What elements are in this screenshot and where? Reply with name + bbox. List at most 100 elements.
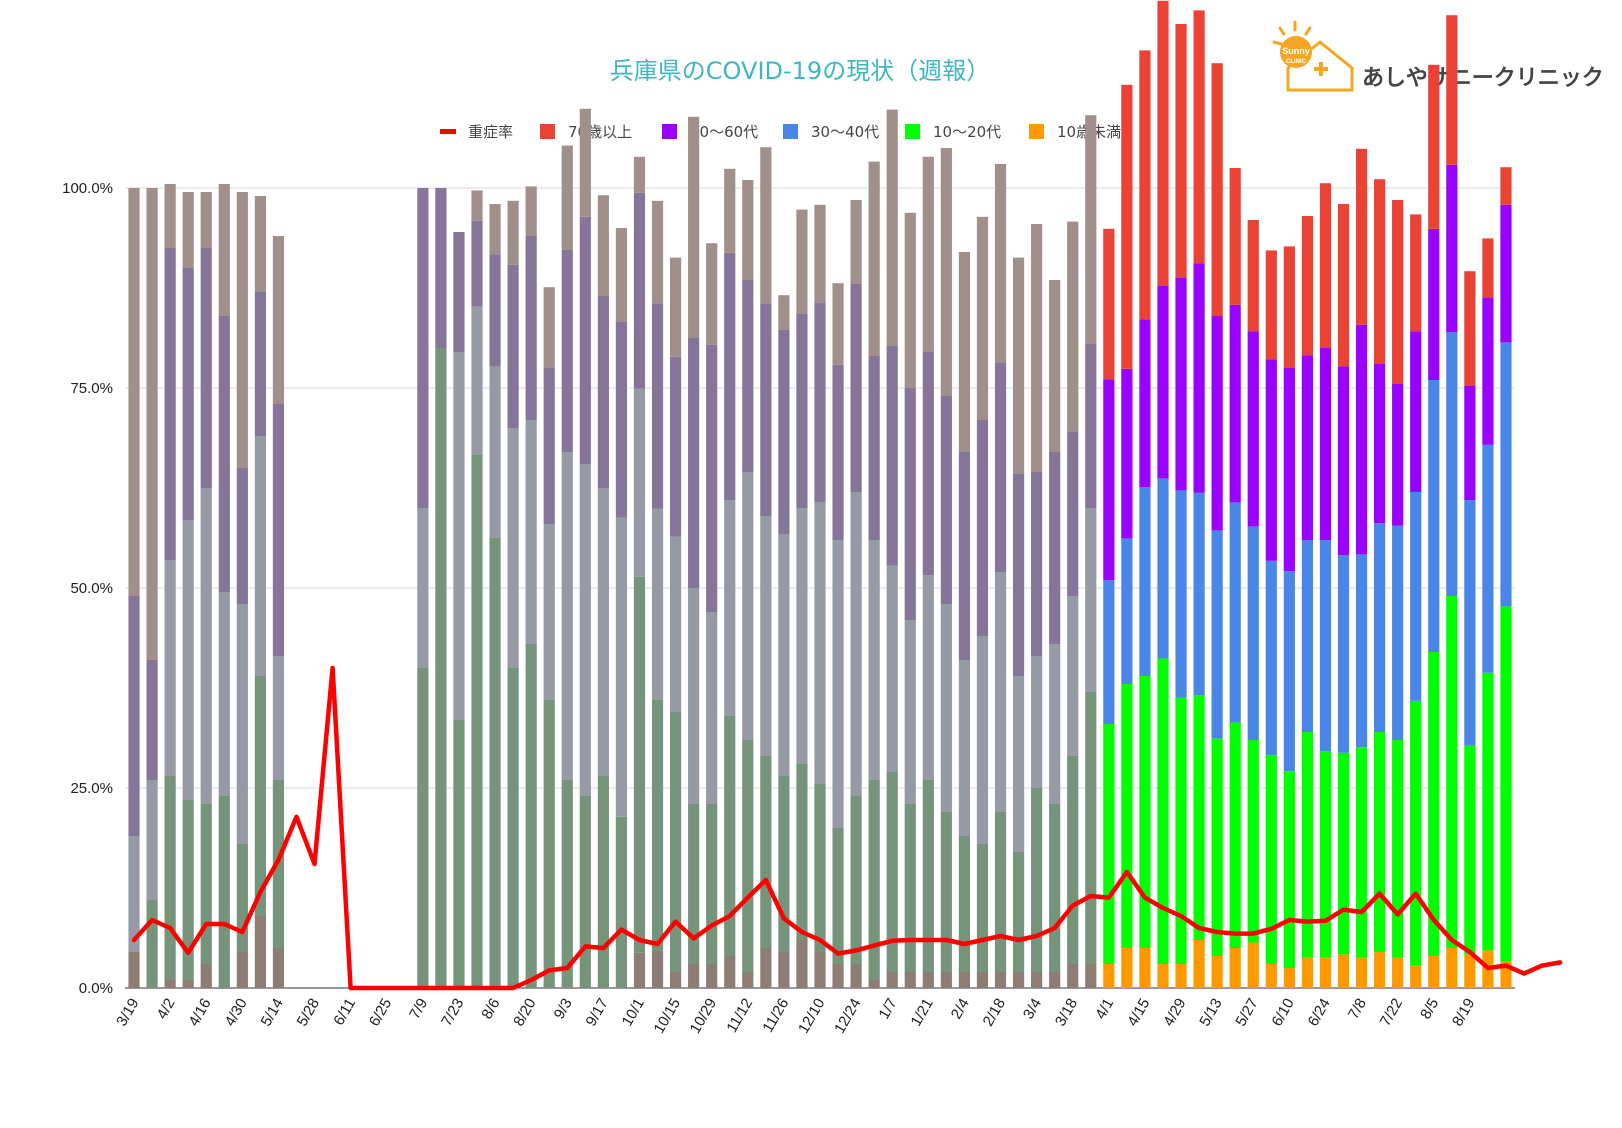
bar-segment — [778, 295, 790, 330]
bar-segment — [1085, 508, 1097, 692]
bar-segment — [1355, 957, 1368, 988]
x-tick-label: 11/12 — [723, 996, 756, 1036]
bar-segment — [272, 236, 285, 404]
logo-mark-text: Sunny — [1282, 46, 1310, 56]
bar-segment — [1428, 228, 1440, 380]
x-tick-label: 12/10 — [795, 996, 828, 1037]
bar-segment — [1283, 771, 1295, 968]
bar-segment — [200, 804, 212, 964]
bar-segment — [164, 776, 176, 980]
bar-segment — [543, 700, 555, 988]
bar-segment — [507, 668, 519, 988]
bar-segment — [1446, 596, 1458, 948]
bar-segment — [1464, 500, 1476, 746]
bar-segment — [1319, 540, 1332, 752]
bar-segment — [1103, 580, 1115, 724]
bar-segment — [1193, 492, 1205, 696]
bar-segment — [579, 108, 591, 217]
x-tick-label: 12/24 — [831, 996, 864, 1037]
bar-segment — [832, 828, 844, 964]
x-tick-label: 7/22 — [1377, 996, 1406, 1030]
bar-segment — [1247, 740, 1259, 943]
bar-segment — [1085, 692, 1097, 964]
bar-segment — [1355, 554, 1368, 748]
bar-segment — [940, 396, 952, 604]
x-tick-label: 6/11 — [330, 996, 359, 1029]
bar-segment — [796, 940, 808, 988]
bar-segment — [1175, 964, 1187, 988]
bar-segment — [1247, 220, 1259, 332]
bar-segment — [146, 188, 158, 660]
bar-segment — [724, 716, 736, 956]
bar-segment — [1464, 954, 1476, 988]
sun-house-icon — [1272, 20, 1354, 92]
x-tick-label: 8/5 — [1417, 996, 1442, 1023]
bar-segment — [1392, 384, 1404, 526]
bar-segment — [1229, 948, 1241, 988]
bar-segment — [272, 656, 285, 780]
bar-segment — [1067, 964, 1079, 988]
bar-segment — [1319, 751, 1332, 958]
bar-segment — [1121, 84, 1133, 369]
bar-segment — [994, 362, 1007, 572]
bar-segment — [1157, 285, 1169, 479]
x-tick-label: 10/15 — [651, 996, 684, 1037]
bar-segment — [1012, 972, 1025, 988]
bar-segment — [1139, 487, 1151, 676]
bar-segment — [146, 780, 158, 900]
bar-segment — [1247, 526, 1259, 740]
bar-segment — [958, 660, 971, 836]
bar-segment — [236, 192, 248, 468]
y-tick-label: 25.0% — [70, 780, 113, 797]
bar-segment — [1175, 490, 1187, 698]
x-tick-label: 4/29 — [1160, 996, 1189, 1030]
bar-segment — [724, 168, 736, 253]
clinic-logo: Sunny CLINIC あしやサニークリニック — [1272, 20, 1604, 92]
bar-segment — [922, 575, 934, 780]
bar-segment — [164, 980, 176, 988]
y-axis: 0.0% 25.0% 50.0% 75.0% 100.0% — [62, 180, 113, 997]
x-tick-label: 6/10 — [1268, 996, 1297, 1030]
bar-segment — [236, 468, 248, 604]
bar-segment — [832, 540, 844, 828]
bar-segment — [1319, 957, 1332, 988]
x-tick-label: 7/23 — [438, 996, 467, 1030]
bar-segment — [1428, 956, 1440, 988]
bar-segment — [1374, 179, 1386, 364]
x-tick-label: 9/17 — [583, 996, 612, 1030]
bar-segment — [742, 972, 754, 988]
bar-segment — [254, 676, 266, 916]
bar-segment — [453, 352, 465, 720]
logo-mark-subtext: CLINIC — [1286, 59, 1307, 65]
bar-segment — [1049, 452, 1061, 644]
bar-segment — [128, 188, 140, 596]
bar-segment — [778, 534, 790, 776]
bar-segment — [1193, 10, 1205, 264]
bar-segment — [1265, 250, 1277, 360]
bar-segment — [489, 204, 501, 255]
x-tick-label: 1/7 — [876, 996, 901, 1023]
bar-segment — [182, 520, 194, 800]
bar-segment — [651, 200, 664, 304]
bar-segment — [1031, 972, 1043, 988]
bar-segment — [146, 900, 158, 988]
bar-segment — [1031, 788, 1043, 972]
y-tick-label: 0.0% — [79, 980, 113, 997]
bar-segment — [128, 836, 140, 952]
bar-segment — [164, 248, 176, 560]
bar-segment — [615, 228, 628, 322]
bar-stacks — [128, 0, 1512, 988]
bar-segment — [778, 329, 790, 535]
bar-segment — [651, 303, 664, 509]
bar-segment — [561, 452, 573, 780]
bar-segment — [994, 164, 1007, 363]
bar-segment — [688, 116, 700, 338]
bar-segment — [669, 356, 682, 537]
bar-segment — [615, 321, 628, 518]
bar-segment — [1410, 331, 1422, 492]
bar-segment — [1157, 0, 1169, 286]
bar-segment — [1229, 168, 1241, 305]
bar-segment — [417, 508, 429, 668]
bar-segment — [814, 952, 826, 988]
bar-segment — [543, 524, 555, 700]
